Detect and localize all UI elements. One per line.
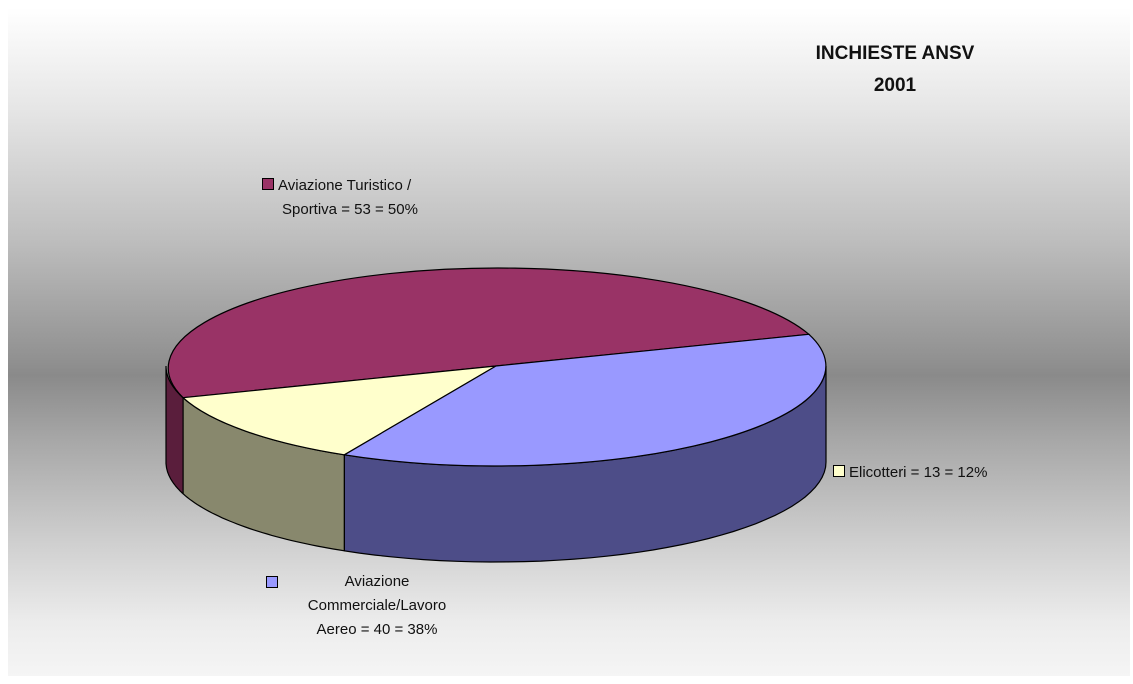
slice-label-turistico-line-2: Sportiva = 53 = 50%	[282, 201, 418, 218]
slice-label-commerciale-line-1: Aviazione	[344, 573, 410, 590]
slice-label-commerciale-line-3: Aereo = 40 = 38%	[316, 621, 438, 638]
chart-title-line-1: INCHIESTE ANSV	[815, 43, 975, 64]
slice-label-turistico: Aviazione Turistico / Sportiva = 53 = 50…	[262, 174, 418, 222]
slice-label-turistico-line-1: Aviazione Turistico /	[278, 177, 412, 194]
slice-label-commerciale: Aviazione Commerciale/Lavoro Aereo = 40 …	[262, 570, 492, 642]
slice-label-elicotteri-line-1: Elicotteri = 13 = 12%	[849, 464, 988, 481]
chart-title: INCHIESTE ANSV 2001	[760, 38, 1030, 102]
chart-title-line-2: 2001	[873, 75, 917, 96]
swatch-commerciale	[266, 576, 278, 588]
swatch-turistico	[262, 178, 274, 190]
swatch-elicotteri	[833, 465, 845, 477]
pie-slice-1	[181, 365, 497, 456]
slice-label-elicotteri: Elicotteri = 13 = 12%	[833, 461, 987, 485]
pie-side-0	[165, 366, 184, 495]
slice-label-commerciale-line-2: Commerciale/Lavoro	[307, 597, 447, 614]
pie-slice-0	[167, 267, 811, 399]
pie-slice-2	[342, 333, 827, 467]
